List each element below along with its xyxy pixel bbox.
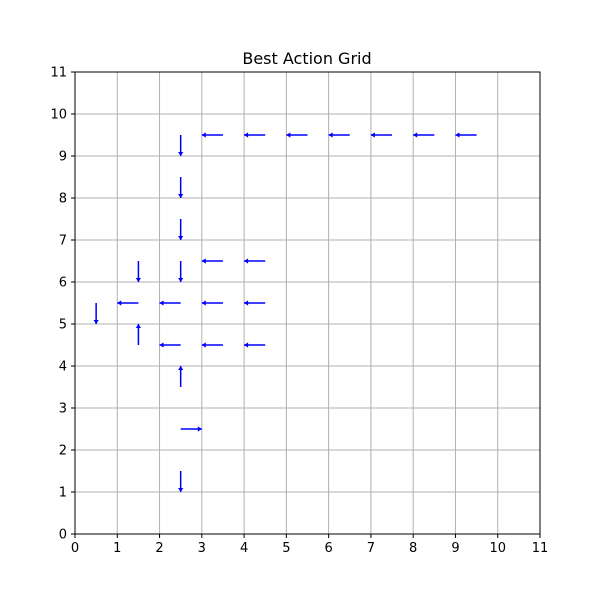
action-arrow [328,132,350,138]
action-arrow [244,132,266,138]
arrow-head [413,132,418,138]
x-tick-label: 4 [240,541,248,556]
action-arrow [201,300,223,306]
arrow-head [117,300,122,306]
arrow-head [455,132,460,138]
axis-ticks: 0 1 2 3 4 5 6 7 8 9 10 11 0 1 2 3 4 5 6 7 8 9 10 11 [50,66,548,557]
x-tick-label: 2 [155,541,163,556]
action-arrow [178,471,184,492]
arrow-head [201,300,206,306]
action-arrow [178,135,184,156]
y-tick-label: 10 [50,108,67,123]
action-arrow [178,261,184,282]
action-arrow [455,132,477,138]
action-arrow [159,342,181,348]
x-tick-label: 3 [198,541,206,556]
arrow-head [328,132,333,138]
y-tick-label: 2 [59,444,67,459]
action-arrow [201,258,223,264]
arrow-head [178,278,184,282]
arrow-head [178,152,184,156]
arrow-head [286,132,291,138]
action-arrow [244,342,266,348]
arrow-head [159,300,164,306]
y-tick-label: 0 [59,528,67,543]
arrow-head [244,342,249,348]
y-tick-label: 3 [59,402,67,417]
y-tick-label: 1 [59,486,67,501]
x-tick-label: 1 [113,541,121,556]
arrow-head [178,488,184,492]
arrow-head [178,194,184,198]
arrow-head [93,320,99,324]
action-arrows [93,132,477,492]
action-arrow [117,300,139,306]
action-arrow [201,132,223,138]
action-arrow [413,132,435,138]
action-arrow [370,132,393,138]
x-tick-label: 0 [71,541,79,556]
action-arrow [180,426,202,432]
action-arrow [244,300,266,306]
arrow-head [135,278,142,282]
action-arrow [286,132,308,138]
y-tick-label: 6 [59,276,67,291]
x-tick-label: 7 [367,541,375,556]
plot-frame [74,71,541,535]
arrow-head [201,258,206,264]
y-tick-label: 5 [59,318,67,333]
arrow-head [135,324,142,328]
y-tick-label: 11 [50,66,67,81]
arrow-head [159,342,164,348]
arrow-head [244,132,249,138]
x-tick-label: 6 [324,541,332,556]
action-arrow [178,366,184,387]
action-arrow [178,177,184,198]
y-tick-label: 8 [59,192,67,207]
arrow-head [370,132,375,138]
arrow-head [244,300,249,306]
action-arrow [244,258,266,264]
y-tick-label: 9 [59,150,67,165]
action-arrow [178,219,184,240]
action-arrow [201,342,223,348]
x-tick-label: 9 [451,541,459,556]
x-tick-label: 5 [282,541,290,556]
grid-lines [75,72,540,534]
arrow-head [197,426,202,432]
action-arrow [93,303,99,324]
arrow-head [244,258,249,264]
arrow-head [201,132,206,138]
arrow-head [178,236,184,240]
x-tick-label: 8 [409,541,417,556]
y-tick-label: 7 [59,234,67,249]
action-arrow [159,300,181,306]
x-tick-label: 10 [489,541,506,556]
arrow-head [201,342,206,348]
action-arrow [135,261,142,282]
action-arrow [135,324,142,345]
x-tick-label: 11 [532,541,549,556]
arrow-head [178,366,184,370]
y-tick-label: 4 [59,360,67,375]
chart-title: Best Action Grid [242,49,371,68]
